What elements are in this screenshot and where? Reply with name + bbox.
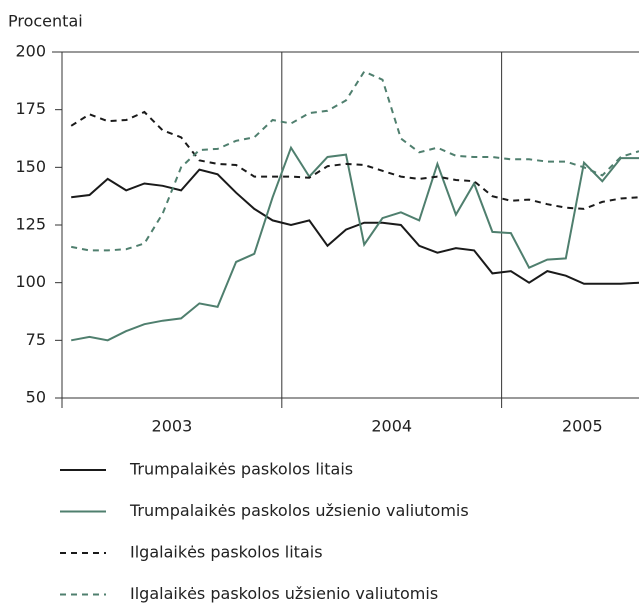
x-tick-label: 2003	[152, 417, 193, 436]
legend-label: Trumpalaikės paskolos užsienio valiutomi…	[129, 501, 469, 520]
legend-label: Ilgalaikės paskolos litais	[130, 543, 323, 562]
series-line	[71, 70, 639, 252]
y-axis-label: Procentai	[8, 12, 83, 31]
y-tick-label: 175	[15, 99, 46, 118]
y-tick-label: 125	[15, 215, 46, 234]
y-tick-label: 200	[15, 42, 46, 61]
x-tick-label: 2004	[371, 417, 412, 436]
series-line	[71, 145, 639, 342]
series-line	[71, 168, 639, 285]
legend-label: Ilgalaikės paskolos užsienio valiutomis	[130, 584, 438, 603]
y-tick-label: 150	[15, 157, 46, 176]
y-tick-label: 100	[15, 272, 46, 291]
y-tick-label: 50	[26, 388, 46, 407]
x-tick-label: 2005	[562, 417, 603, 436]
series-line	[70, 110, 639, 210]
legend-label: Trumpalaikės paskolos litais	[129, 460, 353, 479]
y-tick-label: 75	[26, 330, 46, 349]
